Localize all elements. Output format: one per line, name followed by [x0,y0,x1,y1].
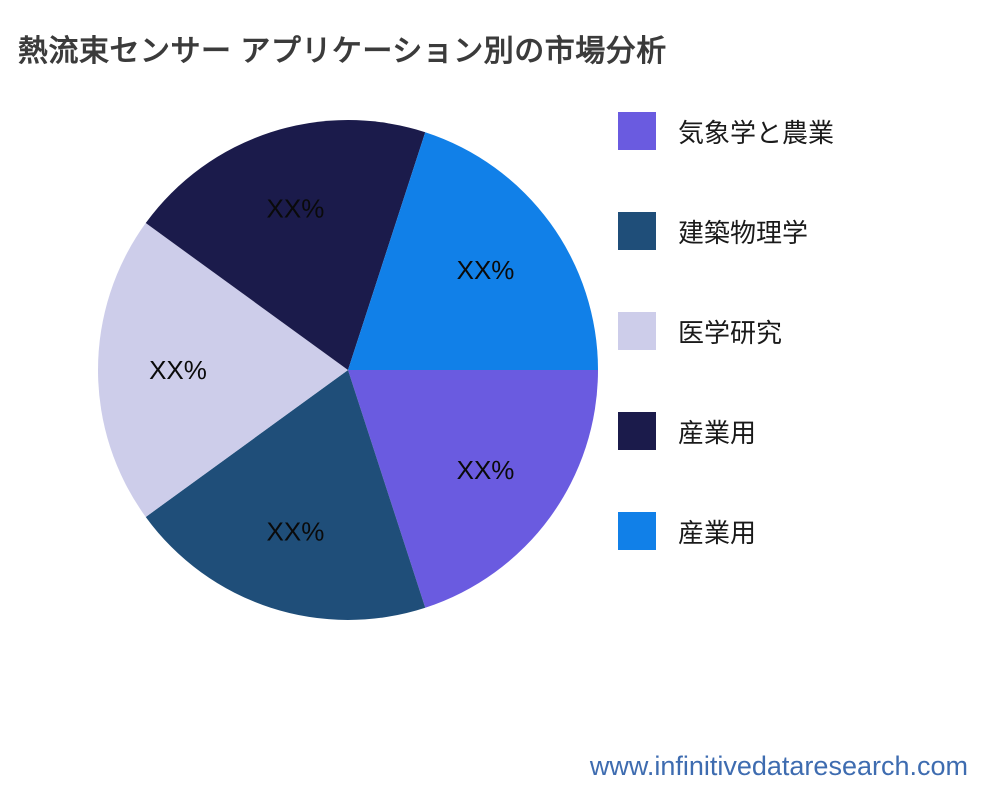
legend-label: 気象学と農業 [678,117,835,148]
pie-slice-4 [348,132,598,370]
chart-legend: 気象学と農業 建築物理学 医学研究 産業用 産業用 [618,112,834,550]
chart-title: 熱流束センサー アプリケーション別の市場分析 [18,35,667,68]
pie-slice-percent-label: XX% [457,255,515,285]
legend-swatch-icon [618,212,656,250]
pie-slice-2 [98,223,348,517]
legend-label: 建築物理学 [678,217,809,248]
legend-item: 産業用 [618,512,834,550]
pie-slice-0 [348,370,598,608]
legend-item: 建築物理学 [618,212,834,250]
pie-slice-percent-label: XX% [267,517,325,547]
legend-swatch-icon [618,312,656,350]
pie-slice-percent-label: XX% [267,193,325,223]
legend-label: 産業用 [678,417,757,448]
pie-slice-percent-label: XX% [149,355,207,385]
legend-item: 産業用 [618,412,834,450]
pie-chart: XX% XX% XX% XX% XX% [98,120,598,620]
legend-label: 産業用 [678,517,757,548]
pie-slice-percent-label: XX% [457,455,515,485]
legend-swatch-icon [618,112,656,150]
legend-swatch-icon [618,512,656,550]
legend-swatch-icon [618,412,656,450]
pie-slice-3 [145,120,426,371]
legend-label: 医学研究 [678,317,783,348]
legend-item: 医学研究 [618,312,834,350]
legend-item: 気象学と農業 [618,112,834,150]
watermark-url: www.infinitivedataresearch.com [589,751,968,781]
pie-chart-svg: XX% XX% XX% XX% XX% [98,120,598,620]
pie-slice-1 [145,370,426,620]
